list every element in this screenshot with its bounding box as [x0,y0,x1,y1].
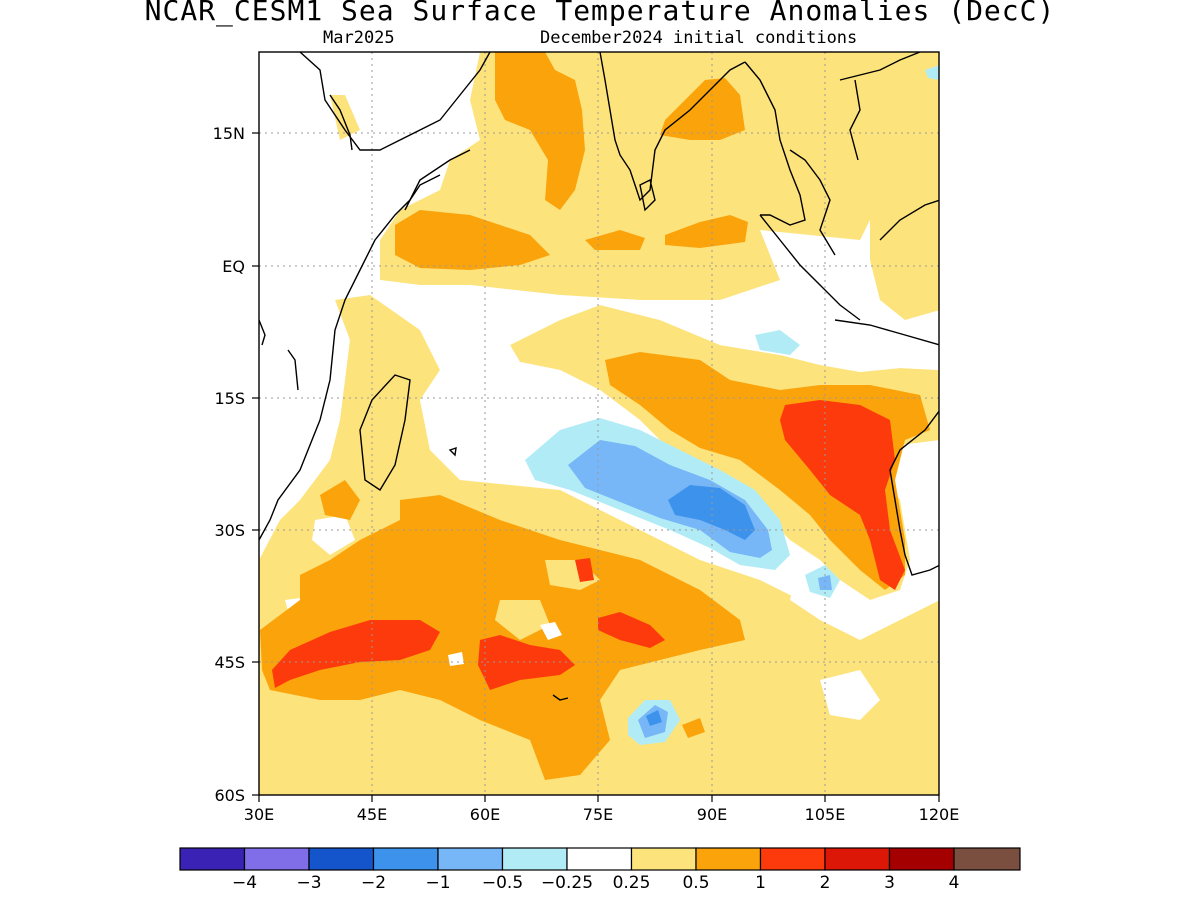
coastline-borneo [879,199,939,241]
lon-label: 105E [805,805,846,824]
lat-label: 15S [214,389,245,408]
colorbar-swatch [824,847,891,871]
anomaly-shade [495,52,585,210]
lat-label: 60S [214,786,245,805]
colorbar-swatch [566,847,633,871]
colorbar-label: −3 [296,873,321,893]
anomaly-shade [395,210,550,270]
anomaly-shade [495,600,550,640]
lon-label: 30E [244,805,274,824]
coastline-kerguelen [552,694,569,701]
coastline-australia-west [889,410,939,576]
anomaly-shade [818,575,832,590]
lat-label: 30S [214,521,245,540]
coastline-africa-east [259,174,441,541]
colorbar-label: 0.5 [682,873,709,893]
anomaly-shade [420,362,640,480]
coastline-burma-malay [744,61,806,226]
anomaly-shade [575,558,594,582]
coastline-africa-arabia [299,52,491,151]
init-conditions-label: December2024 initial conditions [540,28,858,48]
coastline-china-vietnam [849,79,861,161]
anomaly-shade [320,480,360,520]
coastline-mozambique-channel [287,349,299,391]
anomaly-shade [820,670,880,720]
anomaly-shade [665,215,748,248]
lon-label: 75E [583,805,613,824]
colorbar-label: 3 [884,873,895,893]
coastline-arabia-coast [404,149,471,211]
anomaly-shade [380,280,939,380]
colorbar-label: −0.25 [541,873,593,893]
coastline-madagascar [359,374,411,491]
lon-label: 120E [919,805,960,824]
lon-label: 45E [357,805,387,824]
anomaly-shade [598,612,665,648]
colorbar-swatch [695,847,762,871]
colorbar-swatch [243,847,310,871]
colorbar-label: −2 [361,873,386,893]
lon-label: 60E [470,805,500,824]
colorbar-label: 0.25 [613,873,651,893]
colorbar-swatch [759,847,826,871]
map-frame [258,51,940,796]
coastline-indochina [789,149,836,256]
colorbar-swatch [888,847,955,871]
coastline-india [599,52,746,202]
coastline-sri-lanka [639,178,656,212]
colorbar [179,847,1021,871]
colorbar-label: −1 [425,873,450,893]
colorbar-label: −0.5 [482,873,523,893]
anomaly-shade [585,230,645,250]
anomaly-field [259,52,939,795]
anomaly-shade [682,718,705,738]
anomaly-shade [646,710,662,726]
anomaly-shade [780,400,905,590]
coastlines [259,52,939,701]
anomaly-shade [312,515,355,555]
coastline-mauritius [448,446,457,457]
coastline-southeast-asia [839,52,921,81]
anomaly-shade [660,78,745,140]
anomaly-shade [925,65,939,80]
colorbar-label: 2 [820,873,831,893]
map-title: NCAR_CESM1 Sea Surface Temperature Anoma… [144,0,1056,27]
colorbar-swatch [501,847,568,871]
anomaly-shade [668,485,755,540]
coastline-java [834,319,939,346]
coastline-comoros [259,319,266,346]
colorbar-swatch [179,847,246,871]
tick-marks [252,132,940,802]
anomaly-shade [870,165,939,320]
colorbar-labels: −4 −3 −2 −1 −0.5 −0.25 0.25 0.5 1 2 3 4 [232,873,959,893]
lat-label: 15N [213,124,245,143]
anomaly-shade [755,330,800,355]
colorbar-swatch [372,847,439,871]
colorbar-swatch [308,847,375,871]
lon-label: 90E [697,805,727,824]
colorbar-swatch [437,847,504,871]
lat-label: EQ [222,257,245,276]
graticule [259,52,939,795]
valid-month-label: Mar2025 [323,28,395,48]
coastline-red-sea [329,94,353,151]
colorbar-label: 1 [755,873,766,893]
anomaly-shade [478,635,575,690]
colorbar-label: −4 [232,873,257,893]
anomaly-shade [540,622,562,640]
colorbar-swatch [630,847,697,871]
colorbar-swatch [953,847,1021,871]
coastline-sumatra [759,214,861,321]
anomaly-shade [272,620,440,688]
colorbar-label: 4 [949,873,960,893]
lat-label: 45S [214,653,245,672]
